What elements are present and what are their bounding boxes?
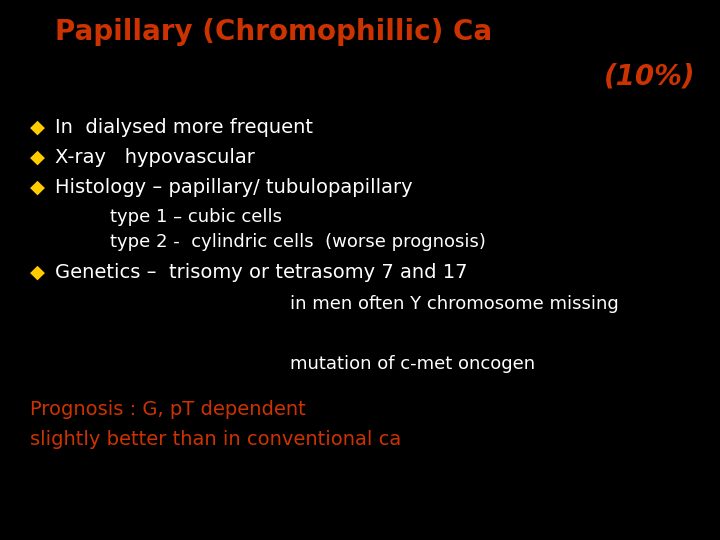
Text: Genetics –  trisomy or tetrasomy 7 and 17: Genetics – trisomy or tetrasomy 7 and 17	[55, 263, 467, 282]
Text: (10%): (10%)	[603, 62, 695, 90]
Text: In  dialysed more frequent: In dialysed more frequent	[55, 118, 313, 137]
Text: ◆: ◆	[30, 118, 45, 137]
Text: in men often Y chromosome missing: in men often Y chromosome missing	[290, 295, 618, 313]
Text: slightly better than in conventional ca: slightly better than in conventional ca	[30, 430, 401, 449]
Text: X-ray   hypovascular: X-ray hypovascular	[55, 148, 255, 167]
Text: ◆: ◆	[30, 148, 45, 167]
Text: Histology – papillary/ tubulopapillary: Histology – papillary/ tubulopapillary	[55, 178, 413, 197]
Text: type 1 – cubic cells: type 1 – cubic cells	[110, 208, 282, 226]
Text: Prognosis : G, pT dependent: Prognosis : G, pT dependent	[30, 400, 306, 419]
Text: mutation of c-met oncogen: mutation of c-met oncogen	[290, 355, 535, 373]
Text: Papillary (Chromophillic) Ca: Papillary (Chromophillic) Ca	[55, 18, 492, 46]
Text: type 2 -  cylindric cells  (worse prognosis): type 2 - cylindric cells (worse prognosi…	[110, 233, 486, 251]
Text: ◆: ◆	[30, 263, 45, 282]
Text: ◆: ◆	[30, 178, 45, 197]
